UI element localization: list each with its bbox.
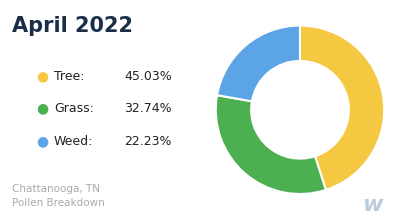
Wedge shape: [300, 26, 384, 190]
Text: ●: ●: [36, 69, 48, 83]
Text: ●: ●: [36, 102, 48, 116]
Text: ●: ●: [36, 134, 48, 148]
Text: 22.23%: 22.23%: [124, 135, 172, 148]
Text: 45.03%: 45.03%: [124, 70, 172, 83]
Text: Weed:: Weed:: [54, 135, 93, 148]
Text: 32.74%: 32.74%: [124, 102, 172, 115]
Text: April 2022: April 2022: [12, 16, 133, 36]
Text: w: w: [362, 195, 382, 215]
Text: Tree:: Tree:: [54, 70, 84, 83]
Wedge shape: [217, 26, 300, 101]
Wedge shape: [216, 95, 326, 194]
Text: Chattanooga, TN
Pollen Breakdown: Chattanooga, TN Pollen Breakdown: [12, 184, 105, 209]
Text: Grass:: Grass:: [54, 102, 94, 115]
